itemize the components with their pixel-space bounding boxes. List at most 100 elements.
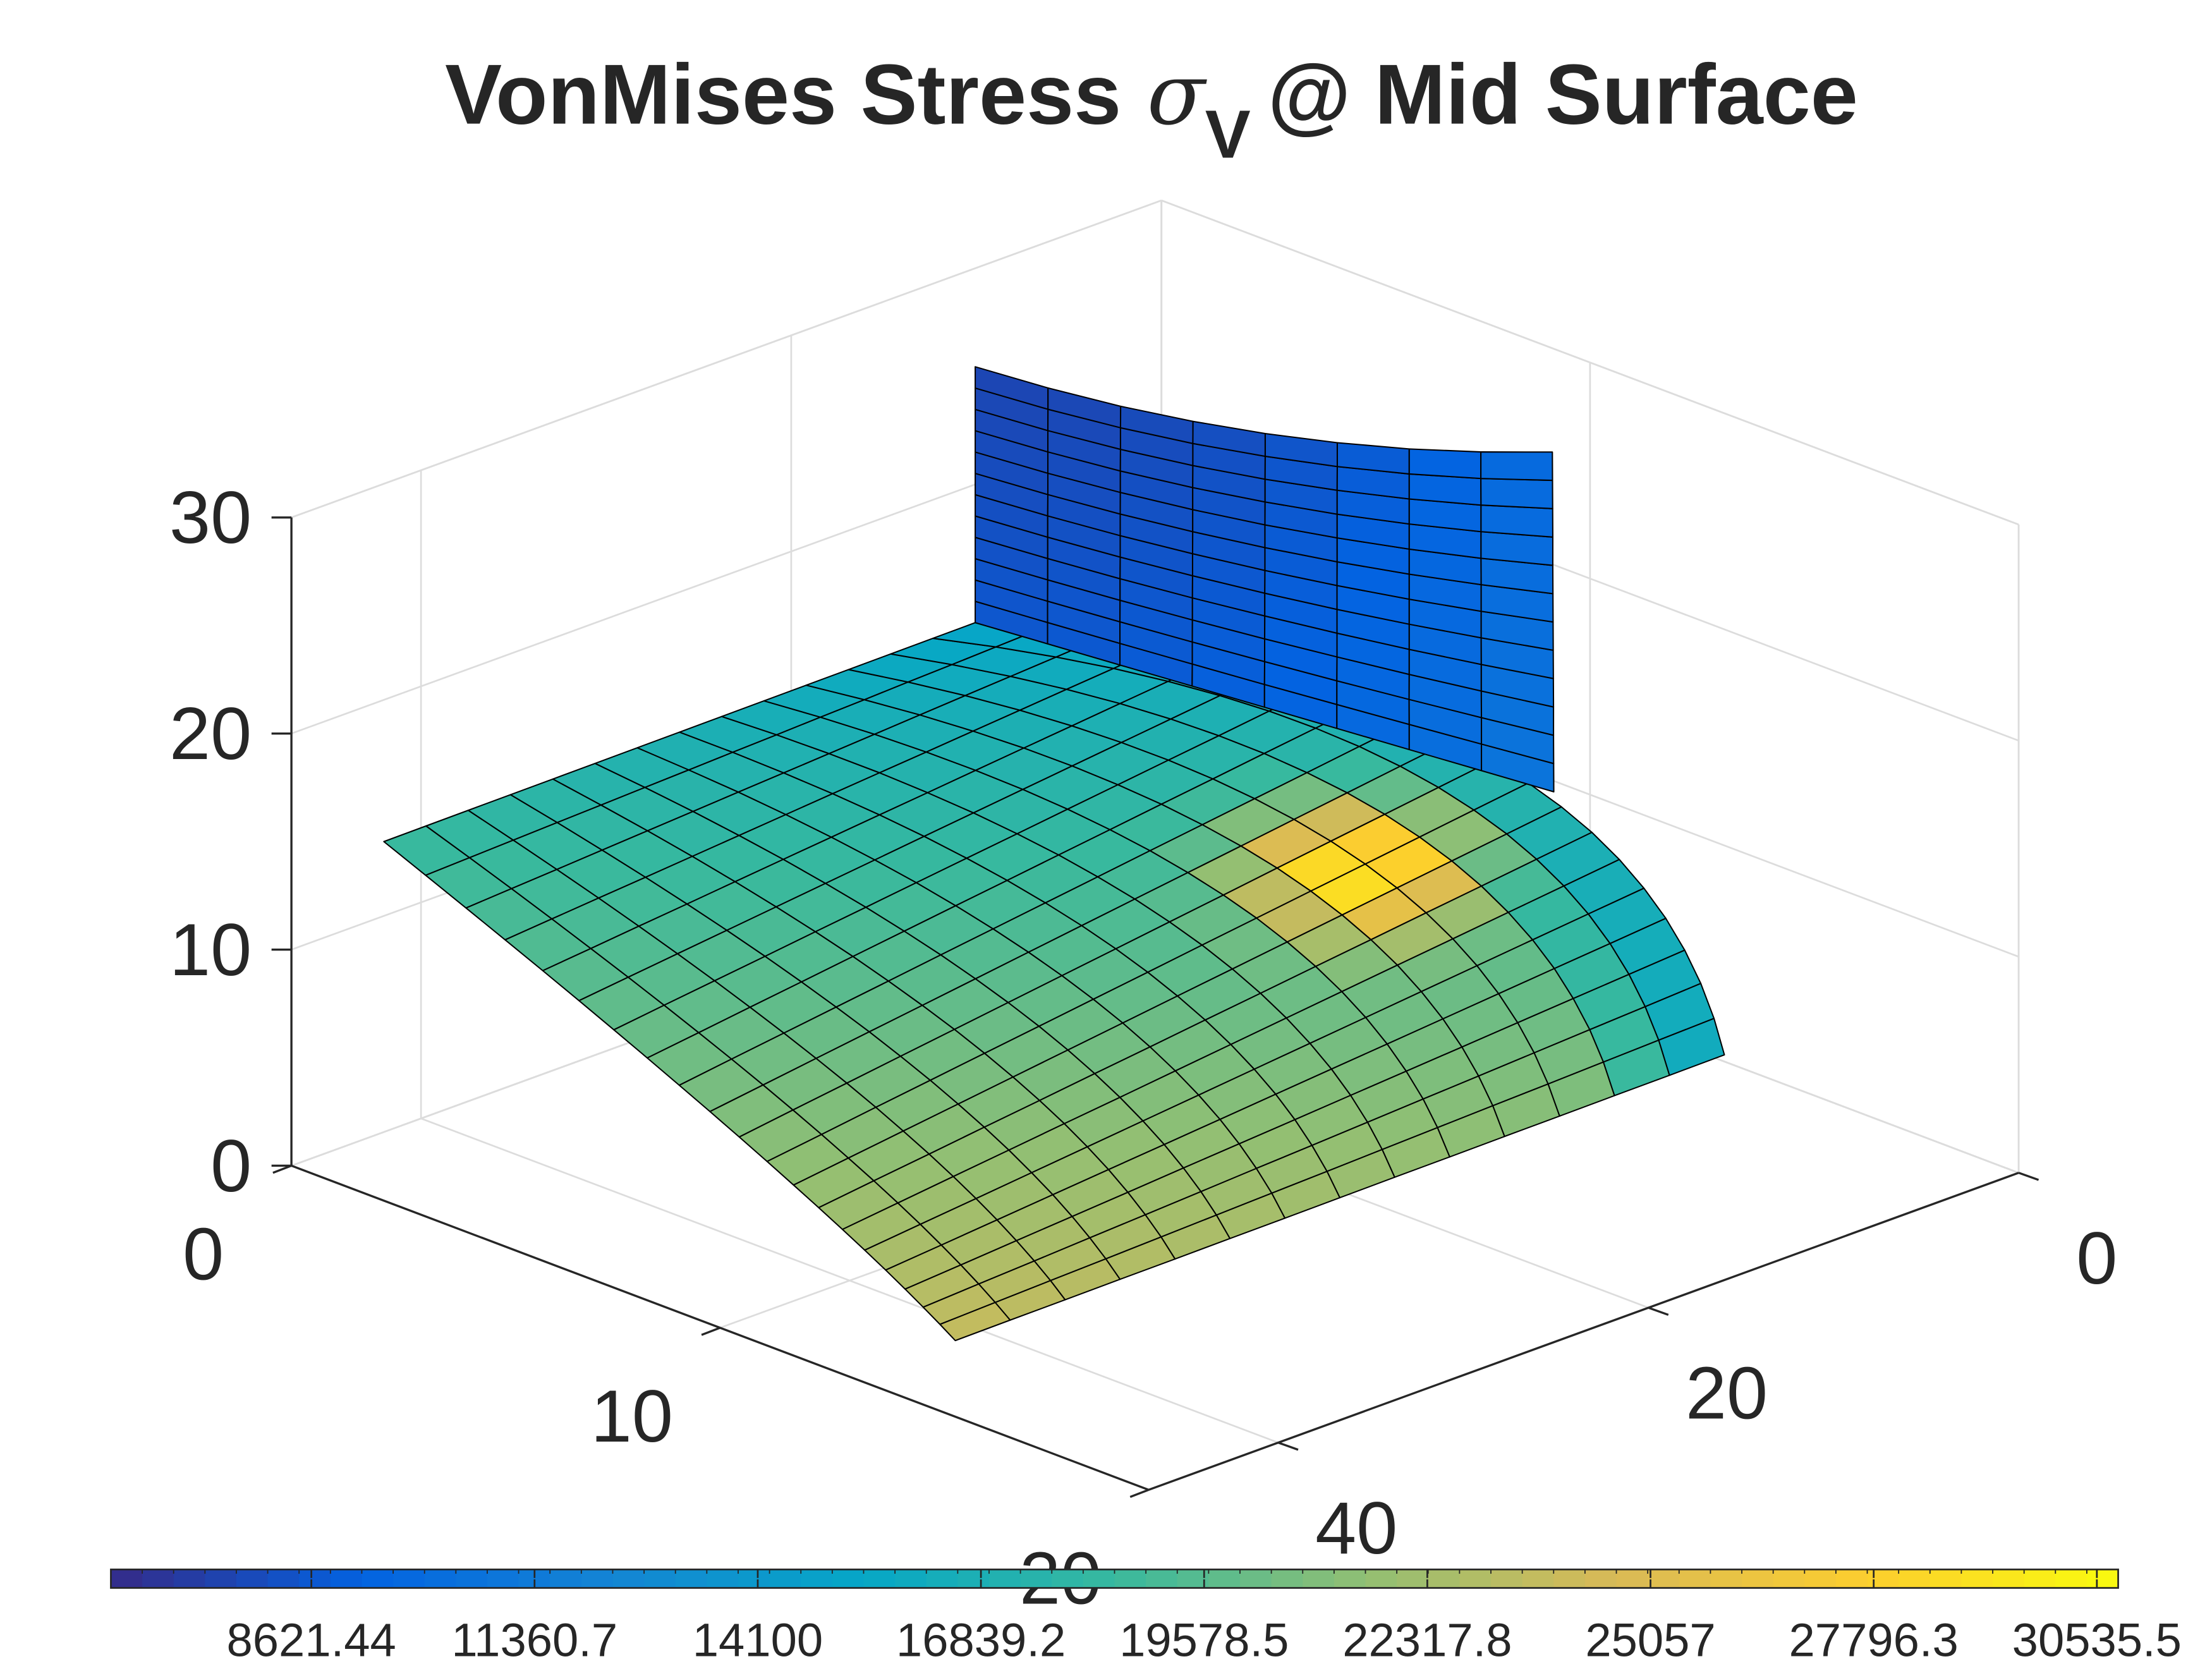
x-tick (701, 1327, 720, 1336)
colorbar-cell (1397, 1569, 1429, 1588)
colorbar-cell (1240, 1569, 1272, 1588)
colorbar-cell (267, 1569, 300, 1588)
surface-face (1658, 1018, 1725, 1076)
colorbar-cell (957, 1569, 990, 1588)
colorbar-cell (330, 1569, 363, 1588)
colorbar-tick-label: 8621.44 (227, 1614, 396, 1659)
colorbar-tick-label: 19578.5 (1119, 1614, 1289, 1659)
surface-face (1408, 473, 1482, 506)
colorbar-cell (487, 1569, 520, 1588)
y-tick-label: 20 (1686, 1352, 1768, 1435)
colorbar-cell (1459, 1569, 1492, 1588)
colorbar-cell (1020, 1569, 1052, 1588)
colorbar-cell (1899, 1569, 1931, 1588)
colorbar-cell (926, 1569, 959, 1588)
colorbar-cell (1146, 1569, 1178, 1588)
colorbar-cell (1052, 1569, 1084, 1588)
colorbar-cell (1929, 1569, 1962, 1588)
x-tick-label: 0 (183, 1212, 224, 1295)
y-tick (1648, 1306, 1669, 1316)
surface-face (1480, 478, 1553, 509)
colorbar-cell (1365, 1569, 1397, 1588)
y-tick (2018, 1172, 2039, 1181)
y-tick (1277, 1442, 1299, 1451)
colorbar-cell (2086, 1569, 2119, 1588)
colorbar-cell (362, 1569, 394, 1588)
surface-face (1480, 504, 1553, 538)
colorbar-cell (550, 1569, 582, 1588)
colorbar-frame (110, 1568, 2119, 1589)
y-axis-line (1148, 1172, 2019, 1491)
colorbar-tick-label: 25057 (1585, 1614, 1715, 1659)
colorbar-cell (1114, 1569, 1146, 1588)
colorbar-cell (1648, 1569, 1680, 1588)
title-symbol: σ (1147, 45, 1208, 144)
colorbar-cell (142, 1569, 174, 1588)
colorbar-cell (1083, 1569, 1115, 1588)
colorbar-cell (205, 1569, 237, 1588)
colorbar-cell (801, 1569, 833, 1588)
surface-face (1480, 451, 1553, 482)
colorbar-cell (2024, 1569, 2056, 1588)
colorbar-cell (988, 1569, 1021, 1588)
z-tick-label: 30 (169, 476, 252, 559)
colorbar-tick-label: 11360.7 (451, 1614, 617, 1659)
colorbar-cell (1867, 1569, 1899, 1588)
colorbar-cell (863, 1569, 896, 1588)
colorbar-tick-label: 30535.5 (2012, 1614, 2182, 1659)
title-text: VonMises Stress (445, 47, 1121, 142)
colorbar-cell (1804, 1569, 1837, 1588)
colorbar-cell (1679, 1569, 1711, 1588)
colorbar-cell (456, 1569, 488, 1588)
colorbar: 8621.44 11360.7 14100 16839.2 19578.5 22317.8… (110, 1568, 2182, 1659)
colorbar-cell (1961, 1569, 1993, 1588)
colorbar-cell (1584, 1569, 1617, 1588)
colorbar-tick-label: 16839.2 (896, 1614, 1066, 1659)
colorbar-cell (1835, 1569, 1868, 1588)
colorbar-cell (895, 1569, 927, 1588)
colorbar-cell (769, 1569, 801, 1588)
chart-title: VonMises Stress σV @ Mid Surface (445, 45, 1858, 173)
colorbar-cell (1208, 1569, 1241, 1588)
colorbar-cell (1553, 1569, 1586, 1588)
colorbar-cell (675, 1569, 708, 1588)
colorbar-cell (1522, 1569, 1554, 1588)
grid-line (291, 199, 1162, 519)
title-subscript: V (1205, 96, 1251, 173)
colorbar-cell (173, 1569, 206, 1588)
colorbar-cell (299, 1569, 331, 1588)
colorbar-cell (1773, 1569, 1805, 1588)
z-tick-label: 0 (210, 1124, 252, 1207)
colorbar-cell (424, 1569, 457, 1588)
colorbar-tick-label: 22317.8 (1342, 1614, 1512, 1659)
colorbar-cell (612, 1569, 645, 1588)
z-tick-label: 10 (169, 908, 252, 991)
x-tick-label: 10 (591, 1375, 673, 1457)
colorbar-cell (1334, 1569, 1366, 1588)
surface-face (1408, 448, 1482, 480)
colorbar-cell (644, 1569, 676, 1588)
surface (383, 366, 1725, 1342)
colorbar-cell (1710, 1569, 1742, 1588)
colorbar-cell (707, 1569, 739, 1588)
x-tick (272, 1164, 292, 1174)
colorbar-cell (1491, 1569, 1523, 1588)
colorbar-cell (1742, 1569, 1774, 1588)
z-tick-label: 20 (169, 692, 252, 775)
title-suffix: @ Mid Surface (1268, 47, 1858, 142)
colorbar-tick-label: 14100 (693, 1614, 823, 1659)
colorbar-cell (236, 1569, 269, 1588)
colorbar-cell (1993, 1569, 2025, 1588)
colorbar-cell (1428, 1569, 1461, 1588)
colorbar-cell (832, 1569, 865, 1588)
colorbar-cell (581, 1569, 614, 1588)
y-tick-label: 40 (1315, 1486, 1397, 1569)
colorbar-cell (1303, 1569, 1335, 1588)
colorbar-cell (111, 1569, 143, 1588)
colorbar-cell (1271, 1569, 1303, 1588)
colorbar-cell (1616, 1569, 1648, 1588)
colorbar-cell (2055, 1569, 2087, 1588)
x-tick (1129, 1488, 1150, 1498)
